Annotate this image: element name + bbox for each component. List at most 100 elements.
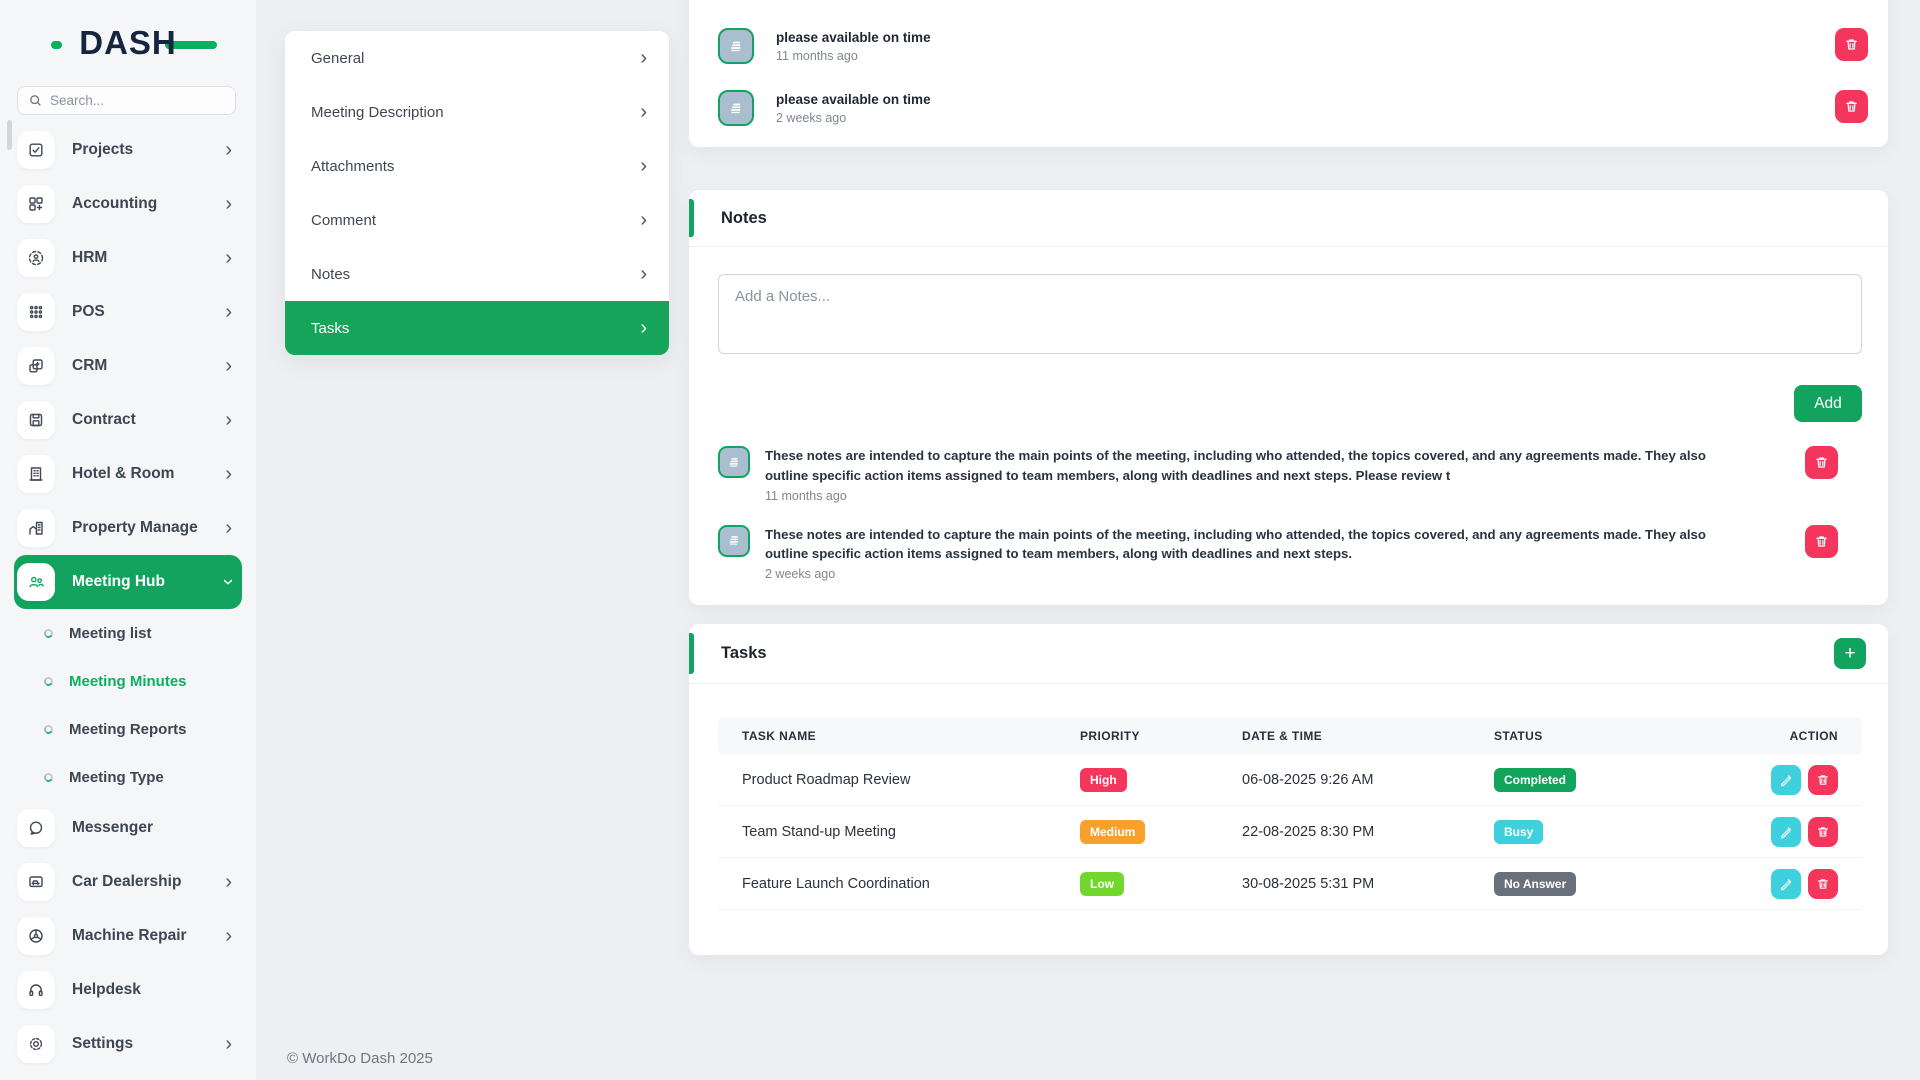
pencil-icon bbox=[1781, 878, 1792, 890]
bullet-icon bbox=[42, 675, 55, 687]
sidebar-item-projects[interactable]: Projects › bbox=[14, 123, 242, 177]
delete-comment-button[interactable] bbox=[1835, 90, 1868, 123]
property-manage-icon bbox=[17, 509, 55, 547]
avatar bbox=[718, 446, 750, 478]
comment-text: please available on time bbox=[776, 92, 931, 107]
tasks-card-header: Tasks + bbox=[689, 624, 1888, 684]
menu-item-tasks[interactable]: Tasks › bbox=[285, 301, 669, 355]
task-datetime: 30-08-2025 5:31 PM bbox=[1242, 875, 1375, 892]
sidebar-item-car-dealership[interactable]: Car Dealership › bbox=[14, 855, 242, 909]
delete-task-button[interactable] bbox=[1808, 764, 1838, 795]
sidebar-subitem-label: Meeting Minutes bbox=[69, 672, 187, 690]
priority-badge: Medium bbox=[1080, 819, 1146, 844]
sidebar-item-meeting-reports[interactable]: Meeting Reports bbox=[14, 705, 242, 753]
sidebar-item-messenger[interactable]: Messenger bbox=[14, 801, 242, 855]
table-row: Feature Launch Coordination Low 30-08-20… bbox=[718, 858, 1862, 910]
delete-note-button[interactable] bbox=[1805, 446, 1838, 479]
comment-timestamp: 2 weeks ago bbox=[776, 111, 847, 125]
sidebar-item-meeting-hub[interactable]: Meeting Hub › bbox=[14, 555, 242, 609]
logo-accent-bar bbox=[165, 41, 217, 49]
notes-title: Notes bbox=[721, 208, 767, 227]
accounting-icon bbox=[17, 185, 55, 223]
messenger-icon bbox=[17, 809, 55, 847]
edit-task-button[interactable] bbox=[1771, 868, 1801, 899]
sidebar-item-meeting-minutes[interactable]: Meeting Minutes bbox=[14, 657, 242, 705]
chevron-down-icon: › bbox=[217, 578, 240, 586]
chevron-right-icon: › bbox=[225, 871, 232, 893]
search-input[interactable] bbox=[50, 93, 225, 108]
delete-comment-button[interactable] bbox=[1835, 28, 1868, 61]
sidebar-item-machine-repair[interactable]: Machine Repair › bbox=[14, 909, 242, 963]
sidebar-search[interactable] bbox=[17, 86, 236, 115]
sidebar-item-label: Meeting Hub bbox=[72, 573, 165, 590]
pencil-icon bbox=[1781, 826, 1792, 838]
priority-badge: Low bbox=[1080, 871, 1124, 896]
status-badge: Completed bbox=[1494, 767, 1577, 792]
edit-task-button[interactable] bbox=[1771, 764, 1801, 795]
edit-task-button[interactable] bbox=[1771, 816, 1801, 847]
hotel-room-icon bbox=[17, 455, 55, 493]
sidebar-item-accounting[interactable]: Accounting › bbox=[14, 177, 242, 231]
chevron-right-icon: › bbox=[225, 925, 232, 947]
sidebar-item-label: Accounting bbox=[72, 195, 158, 212]
menu-item-label: General bbox=[311, 49, 365, 67]
column-header-action: ACTION bbox=[1789, 729, 1838, 743]
menu-item-comment[interactable]: Comment › bbox=[285, 193, 669, 247]
trash-icon bbox=[1818, 774, 1828, 785]
table-row: Product Roadmap Review High 06-08-2025 9… bbox=[718, 754, 1862, 806]
menu-item-general[interactable]: General › bbox=[285, 31, 669, 85]
menu-item-meeting-description[interactable]: Meeting Description › bbox=[285, 85, 669, 139]
tasks-title: Tasks bbox=[721, 644, 767, 662]
meeting-section-menu: General › Meeting Description › Attachme… bbox=[285, 31, 669, 355]
menu-item-label: Attachments bbox=[311, 157, 395, 175]
sidebar-item-crm[interactable]: CRM › bbox=[14, 339, 242, 393]
menu-item-attachments[interactable]: Attachments › bbox=[285, 139, 669, 193]
pencil-icon bbox=[1781, 774, 1792, 786]
comment-text: please available on time bbox=[776, 30, 931, 45]
sidebar-item-label: Settings bbox=[72, 1035, 134, 1052]
add-task-button[interactable]: + bbox=[1834, 638, 1866, 669]
menu-item-label: Tasks bbox=[311, 319, 350, 337]
sidebar-item-hotel-room[interactable]: Hotel & Room › bbox=[14, 447, 242, 501]
sidebar-scrollbar[interactable] bbox=[7, 120, 12, 150]
sidebar-item-label: Hotel & Room bbox=[72, 465, 175, 482]
add-note-button[interactable]: Add bbox=[1794, 385, 1862, 422]
note-text: These notes are intended to capture the … bbox=[765, 526, 1706, 562]
menu-item-label: Meeting Description bbox=[311, 103, 444, 121]
copyright-text: © WorkDo Dash 2025 bbox=[287, 1050, 433, 1067]
column-header-task-name: TASK NAME bbox=[742, 729, 817, 743]
crm-icon bbox=[17, 347, 55, 385]
sidebar-item-meeting-type[interactable]: Meeting Type bbox=[14, 753, 242, 801]
sidebar-item-hrm[interactable]: HRM › bbox=[14, 231, 242, 285]
delete-task-button[interactable] bbox=[1808, 816, 1838, 847]
sidebar-item-contract[interactable]: Contract › bbox=[14, 393, 242, 447]
status-badge: Busy bbox=[1494, 819, 1544, 844]
sidebar-item-settings[interactable]: Settings › bbox=[14, 1017, 242, 1071]
delete-note-button[interactable] bbox=[1805, 524, 1838, 558]
contract-icon bbox=[17, 401, 55, 439]
trash-icon bbox=[1816, 535, 1827, 547]
chevron-right-icon: › bbox=[225, 463, 232, 485]
sidebar-item-pos[interactable]: POS › bbox=[14, 285, 242, 339]
car-dealership-icon bbox=[17, 863, 55, 901]
sidebar-item-meeting-list[interactable]: Meeting list bbox=[14, 609, 242, 657]
sidebar-subitem-label: Meeting list bbox=[69, 624, 152, 642]
sidebar-item-helpdesk[interactable]: Helpdesk bbox=[14, 963, 242, 1017]
note-text: These notes are intended to capture the … bbox=[765, 448, 1706, 483]
menu-item-label: Notes bbox=[311, 265, 351, 283]
note-timestamp: 11 months ago bbox=[765, 488, 847, 503]
sidebar-item-label: POS bbox=[72, 303, 105, 320]
chevron-right-icon: › bbox=[640, 155, 647, 177]
settings-icon bbox=[17, 1025, 55, 1063]
column-header-date-time: DATE & TIME bbox=[1242, 729, 1323, 743]
sidebar-item-property-manage[interactable]: Property Manage › bbox=[14, 501, 242, 555]
sidebar-item-label: CRM bbox=[72, 357, 108, 374]
avatar bbox=[718, 28, 754, 64]
menu-item-notes[interactable]: Notes › bbox=[285, 247, 669, 301]
delete-task-button[interactable] bbox=[1808, 868, 1838, 899]
tasks-card: Tasks + TASK NAME PRIORITY DATE & TIME S… bbox=[689, 624, 1888, 955]
note-timestamp: 2 weeks ago bbox=[765, 567, 836, 582]
notes-input[interactable] bbox=[718, 274, 1862, 354]
chevron-right-icon: › bbox=[225, 301, 232, 323]
app-logo[interactable]: DASH bbox=[51, 22, 217, 64]
